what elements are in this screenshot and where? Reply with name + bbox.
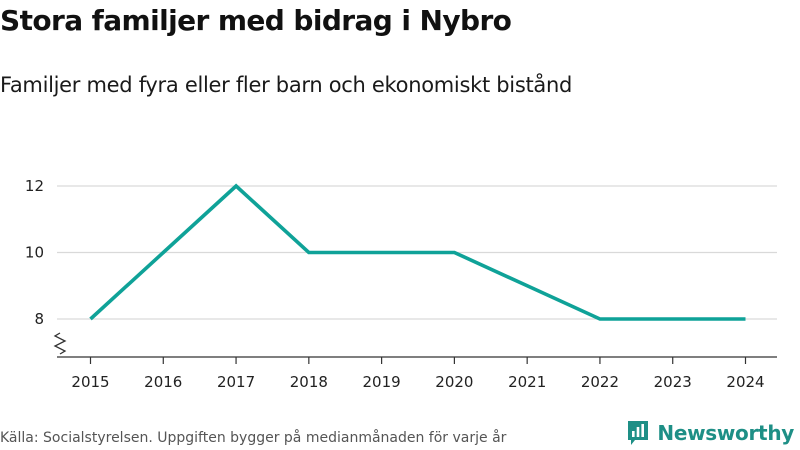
x-tick-label: 2024: [726, 373, 764, 391]
newsworthy-icon: [628, 421, 649, 445]
x-tick-label: 2016: [144, 373, 182, 391]
source-note: Källa: Socialstyrelsen. Uppgiften bygger…: [0, 430, 507, 446]
x-tick-label: 2015: [71, 373, 109, 391]
x-tick-label: 2020: [435, 373, 473, 391]
x-axis: [53, 332, 777, 364]
brand-name: Newsworthy: [657, 421, 794, 445]
x-tick-label: 2021: [508, 373, 546, 391]
chart-subtitle: Familjer med fyra eller fler barn och ek…: [0, 73, 573, 97]
x-tick-label: 2022: [581, 373, 619, 391]
y-tick-label: 8: [34, 310, 44, 328]
series-line: [89, 183, 746, 321]
brand-logo: Newsworthy: [627, 420, 794, 446]
x-tick-label: 2019: [363, 373, 401, 391]
x-tick-label: 2017: [217, 373, 255, 391]
axis-break-icon: [53, 332, 67, 355]
chart-title: Stora familjer med bidrag i Nybro: [0, 4, 512, 37]
y-tick-labels: 8 10 12: [25, 177, 44, 328]
series: [89, 183, 746, 321]
x-tick-label: 2023: [654, 373, 692, 391]
y-tick-label: 10: [25, 244, 44, 262]
x-tick-label: 2018: [290, 373, 328, 391]
y-tick-label: 12: [25, 177, 44, 195]
x-tick-labels: 2015 2016 2017 2018 2019 2020 2021 2022 2023 2024: [71, 373, 764, 391]
